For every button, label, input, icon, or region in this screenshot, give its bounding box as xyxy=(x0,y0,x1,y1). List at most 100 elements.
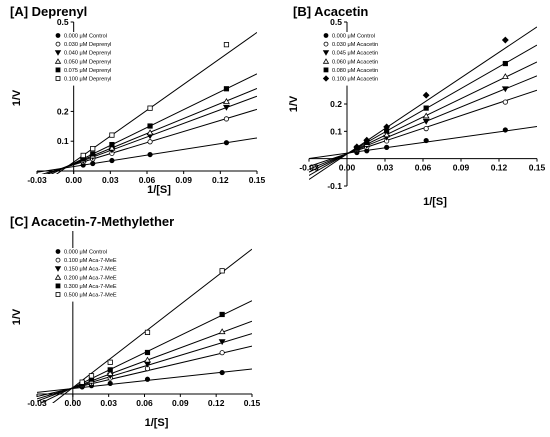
legend-entry: 0.080 μM Acacetin xyxy=(332,68,378,74)
data-point xyxy=(502,127,508,133)
data-point xyxy=(144,329,151,335)
data-point xyxy=(90,160,96,167)
data-point xyxy=(144,349,151,356)
legend-marker xyxy=(323,67,329,73)
data-point xyxy=(363,136,371,144)
legend-marker xyxy=(323,33,329,38)
y-tick-label: 0.1 xyxy=(57,136,69,146)
legend-marker xyxy=(322,75,330,82)
series-line xyxy=(309,126,537,160)
series-line xyxy=(37,137,257,173)
data-point xyxy=(223,140,230,146)
legend-marker xyxy=(55,67,61,73)
y-axis-label: 1/V xyxy=(288,95,300,112)
data-point xyxy=(223,116,230,122)
legend-entry: 0.500 μM Aca-7-MeE xyxy=(64,293,117,299)
x-tick-label: 0.15 xyxy=(249,175,266,185)
x-tick-label: 0.12 xyxy=(491,163,508,173)
legend-marker xyxy=(55,283,61,289)
legend-entry: 0.100 μM Deprenyl xyxy=(64,77,111,83)
x-tick-label: 0.12 xyxy=(208,398,225,408)
x-tick-label: 0.03 xyxy=(102,175,119,185)
series-line xyxy=(41,108,257,174)
x-tick-label: 0.09 xyxy=(453,163,470,173)
data-point xyxy=(88,373,95,379)
data-point xyxy=(80,152,86,159)
data-point xyxy=(502,99,508,105)
chart-title: [A] Deprenyl xyxy=(10,4,87,19)
data-point xyxy=(107,367,113,373)
series-line xyxy=(55,32,257,174)
data-point xyxy=(222,104,230,111)
legend-marker xyxy=(55,41,61,47)
x-tick-label: 0.06 xyxy=(139,175,156,185)
data-point xyxy=(144,376,151,382)
x-tick-label: 0.00 xyxy=(339,163,356,173)
series-line xyxy=(52,248,252,403)
data-point xyxy=(383,131,391,138)
fit-lines xyxy=(309,26,537,180)
data-point xyxy=(218,339,226,346)
legend-marker xyxy=(55,76,61,81)
data-point xyxy=(90,146,96,152)
series-line xyxy=(45,95,257,174)
legend-entry: 0.060 μM Acacetin xyxy=(332,59,378,65)
x-tick-label: 0.00 xyxy=(65,175,82,185)
x-tick-label: -0.03 xyxy=(27,398,47,408)
legend-entry: 0.000 μM Control xyxy=(64,250,107,256)
data-point xyxy=(147,139,153,145)
legend-entry: 0.300 μM Aca-7-MeE xyxy=(64,284,117,290)
y-tick-label: -0.1 xyxy=(327,181,342,191)
y-tick-label: 0.5 xyxy=(57,17,69,27)
x-tick-label: 0.06 xyxy=(415,163,432,173)
legend-marker xyxy=(54,58,62,64)
series-line xyxy=(50,73,257,174)
legend-marker xyxy=(322,50,330,56)
chart-panel-0: [A] Deprenyl -0.03 0.00 0.03 0.06 0.09 0.12 0.1… xyxy=(10,4,266,196)
legend-marker xyxy=(322,58,330,64)
x-tick-label: 0.03 xyxy=(377,163,394,173)
data-point xyxy=(108,144,116,151)
data-point xyxy=(147,105,153,111)
legend-marker xyxy=(323,41,329,47)
series-line xyxy=(309,26,537,180)
data-point xyxy=(144,356,151,363)
data-point xyxy=(422,118,430,125)
legend-entry: 0.045 μM Acacetin xyxy=(332,51,378,57)
chart-title: [C] Acacetin-7-Methylether xyxy=(10,214,174,229)
x-tick-label: 0.12 xyxy=(212,175,229,185)
chart-panel-1: [B] Acacetin -0.03 0.00 0.03 0.06 0.09 0.12 0.1… xyxy=(288,4,546,208)
data-point xyxy=(422,91,430,99)
data-point xyxy=(109,132,115,138)
data-point xyxy=(423,105,429,111)
legend: 0.000 μM Control 0.030 μM Deprenyl 0.040 μ… xyxy=(52,32,132,86)
data-point xyxy=(147,151,153,158)
data-point xyxy=(109,141,115,148)
legend: 0.000 μM Control 0.030 μM Acacetin 0.045 μ… xyxy=(320,32,400,86)
legend-entry: 0.000 μM Control xyxy=(64,34,107,40)
data-point xyxy=(223,42,230,48)
legend-marker xyxy=(55,257,61,263)
legend-entry: 0.100 μM Aca-7-MeE xyxy=(64,258,117,264)
data-point xyxy=(107,359,113,365)
x-tick-label: 0.00 xyxy=(65,398,82,408)
data-point xyxy=(223,86,230,92)
x-tick-label: -0.03 xyxy=(27,175,47,185)
legend-entry: 0.075 μM Deprenyl xyxy=(64,68,111,74)
legend-entry: 0.030 μM Deprenyl xyxy=(64,42,111,48)
x-tick-label: 0.06 xyxy=(136,398,153,408)
x-axis-label: 1/[S] xyxy=(145,417,169,429)
legend-entry: 0.040 μM Deprenyl xyxy=(64,51,111,57)
data-point xyxy=(353,143,361,151)
y-tick-label: 0.2 xyxy=(57,106,69,116)
data-point xyxy=(218,328,226,335)
legend-entry: 0.100 μM Acacetin xyxy=(332,77,378,83)
data-point xyxy=(109,157,115,164)
x-axis-label: 1/[S] xyxy=(147,184,171,196)
x-axis-label: 1/[S] xyxy=(423,196,447,208)
data-point xyxy=(219,311,225,318)
legend-marker xyxy=(54,266,62,272)
data-point xyxy=(90,151,96,157)
x-tick-label: -0.03 xyxy=(299,163,319,173)
data-point xyxy=(423,137,429,144)
